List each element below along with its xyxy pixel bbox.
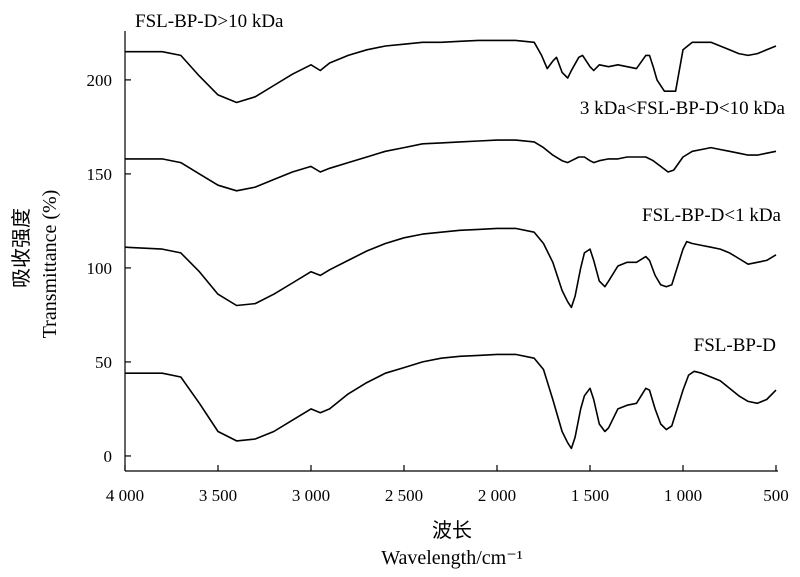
- y-tick-label: 0: [104, 447, 113, 466]
- y-tick-label: 200: [87, 71, 113, 90]
- x-axis-title-cn: 波长: [432, 519, 472, 542]
- x-tick-label: 1 500: [571, 486, 609, 505]
- x-tick-label: 500: [763, 486, 789, 505]
- x-tick-label: 3 000: [292, 486, 330, 505]
- series-line-2: [125, 139, 777, 192]
- x-tick-label: 4 000: [106, 486, 144, 505]
- series-lines: [124, 39, 777, 450]
- y-tick-label: 50: [95, 353, 112, 372]
- series-line-4: [125, 353, 777, 450]
- series-label-lt1kda: FSL-BP-D<1 kDa: [642, 205, 782, 226]
- x-tick-label: 3 500: [199, 486, 237, 505]
- x-tick-label: 1 000: [664, 486, 702, 505]
- series-label-3to10kda: 3 kDa<FSL-BP-D<10 kDa: [580, 98, 786, 119]
- y-axis-title: Transmittance (%): [39, 190, 61, 339]
- x-axis-title: Wavelength/cm⁻¹: [381, 547, 523, 569]
- series-line-1: [125, 39, 777, 104]
- series-line-3: [124, 227, 777, 309]
- y-tick-label: 100: [87, 259, 113, 278]
- y-axis-title-cn: 吸收强度: [10, 208, 33, 288]
- series-label-gt10kda: FSL-BP-D>10 kDa: [135, 11, 284, 32]
- series-label-fslbpd: FSL-BP-D: [694, 335, 776, 356]
- y-tick-label: 150: [87, 165, 113, 184]
- x-tick-label: 2 500: [385, 486, 423, 505]
- axis-ticks: 4 000 3 500 3 000 2 500 2 000 1 500 1 000 500 0 5…: [87, 71, 789, 505]
- x-tick-label: 2 000: [478, 486, 516, 505]
